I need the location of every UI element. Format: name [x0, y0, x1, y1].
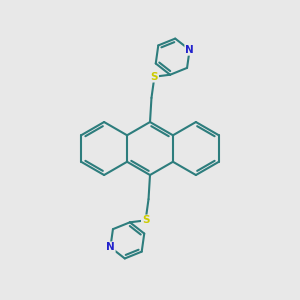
Text: N: N	[106, 242, 115, 252]
Text: N: N	[185, 45, 194, 55]
Text: S: S	[142, 215, 149, 225]
Text: S: S	[151, 72, 158, 82]
